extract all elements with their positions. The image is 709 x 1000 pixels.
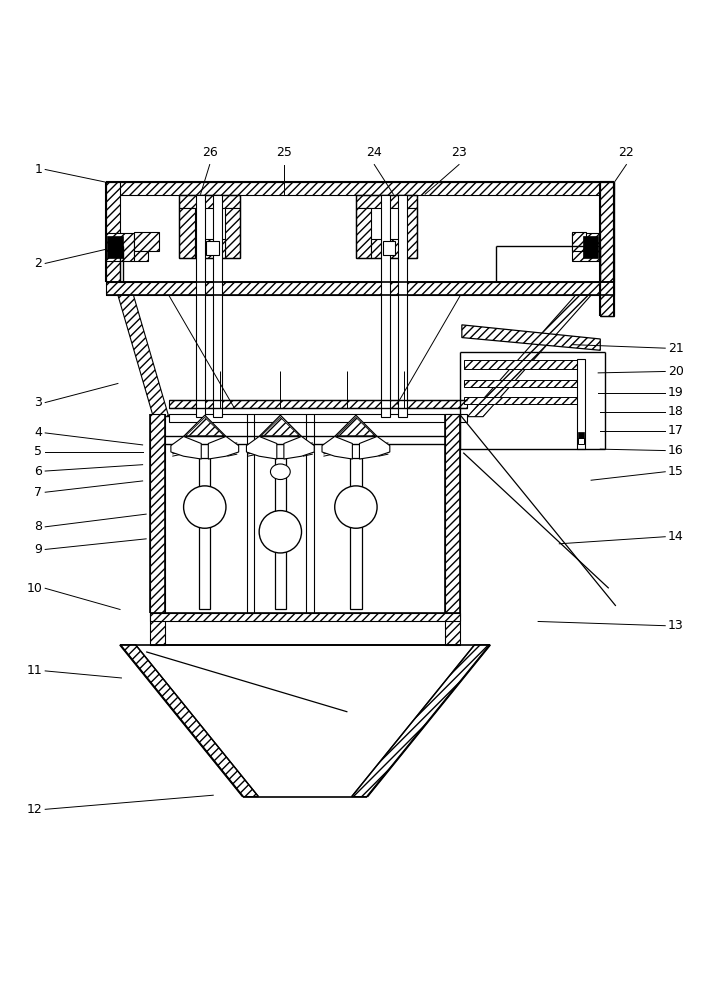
Bar <box>445 613 460 645</box>
Bar <box>464 380 581 387</box>
Text: 18: 18 <box>668 405 684 418</box>
Bar <box>381 195 390 417</box>
Polygon shape <box>186 417 224 436</box>
Text: 4: 4 <box>35 426 43 439</box>
Bar <box>150 414 165 613</box>
Bar <box>350 458 362 609</box>
Circle shape <box>335 486 377 528</box>
Polygon shape <box>467 295 591 417</box>
Bar <box>107 236 123 258</box>
Bar <box>106 233 134 261</box>
Polygon shape <box>335 415 377 436</box>
Bar <box>372 239 401 258</box>
Bar <box>150 613 460 621</box>
Polygon shape <box>284 436 314 459</box>
Ellipse shape <box>270 464 290 480</box>
Bar <box>179 195 240 208</box>
Bar <box>213 195 222 417</box>
Text: 14: 14 <box>668 530 683 543</box>
Text: 10: 10 <box>26 582 43 595</box>
Text: 19: 19 <box>668 386 683 399</box>
Text: 9: 9 <box>35 543 43 556</box>
Bar <box>150 613 165 645</box>
Text: 6: 6 <box>35 465 43 478</box>
Polygon shape <box>184 415 226 436</box>
Bar <box>179 208 195 258</box>
Text: 26: 26 <box>202 146 218 159</box>
Circle shape <box>259 511 301 553</box>
Text: 8: 8 <box>34 520 43 533</box>
Text: 5: 5 <box>34 445 43 458</box>
Text: 12: 12 <box>27 803 43 816</box>
Bar <box>579 432 584 438</box>
Text: 2: 2 <box>35 257 43 270</box>
Polygon shape <box>359 436 390 459</box>
Bar <box>398 195 407 417</box>
Bar <box>206 241 219 255</box>
Bar <box>106 182 120 282</box>
Bar <box>464 360 581 369</box>
Bar <box>583 236 598 258</box>
Bar <box>356 208 372 258</box>
Bar <box>601 182 615 282</box>
Bar <box>401 208 417 258</box>
Polygon shape <box>262 417 299 436</box>
Bar <box>106 282 615 295</box>
Polygon shape <box>247 436 277 459</box>
Bar <box>577 359 586 449</box>
Bar <box>169 400 467 408</box>
Bar <box>225 208 240 258</box>
Polygon shape <box>208 436 239 459</box>
Bar <box>169 414 467 422</box>
Text: 16: 16 <box>668 444 683 457</box>
Polygon shape <box>462 325 601 350</box>
Bar <box>579 438 584 444</box>
Polygon shape <box>171 436 201 459</box>
Text: 1: 1 <box>35 163 43 176</box>
Text: 3: 3 <box>35 396 43 409</box>
Bar <box>274 458 286 609</box>
Polygon shape <box>337 417 375 436</box>
Bar <box>106 182 615 195</box>
Text: 20: 20 <box>668 365 684 378</box>
Polygon shape <box>259 415 301 436</box>
Text: 23: 23 <box>451 146 467 159</box>
Bar <box>195 239 225 258</box>
Polygon shape <box>322 436 352 459</box>
Bar <box>572 233 601 261</box>
Bar <box>464 397 581 404</box>
Circle shape <box>184 486 226 528</box>
Text: 17: 17 <box>668 424 684 437</box>
Polygon shape <box>352 645 490 797</box>
Polygon shape <box>118 295 169 417</box>
Bar <box>445 414 460 613</box>
Text: 7: 7 <box>34 486 43 499</box>
Text: 22: 22 <box>618 146 635 159</box>
Text: 25: 25 <box>276 146 292 159</box>
Text: 15: 15 <box>668 465 684 478</box>
Bar <box>572 232 586 251</box>
Bar <box>196 195 205 417</box>
Text: 21: 21 <box>668 342 683 355</box>
Text: 24: 24 <box>367 146 382 159</box>
Text: 13: 13 <box>668 619 683 632</box>
Text: 11: 11 <box>27 664 43 677</box>
Bar <box>383 241 396 255</box>
Bar <box>601 182 615 316</box>
Polygon shape <box>120 645 259 797</box>
Bar <box>134 251 148 261</box>
Bar <box>199 458 211 609</box>
Bar <box>134 232 159 251</box>
Bar <box>356 195 417 208</box>
